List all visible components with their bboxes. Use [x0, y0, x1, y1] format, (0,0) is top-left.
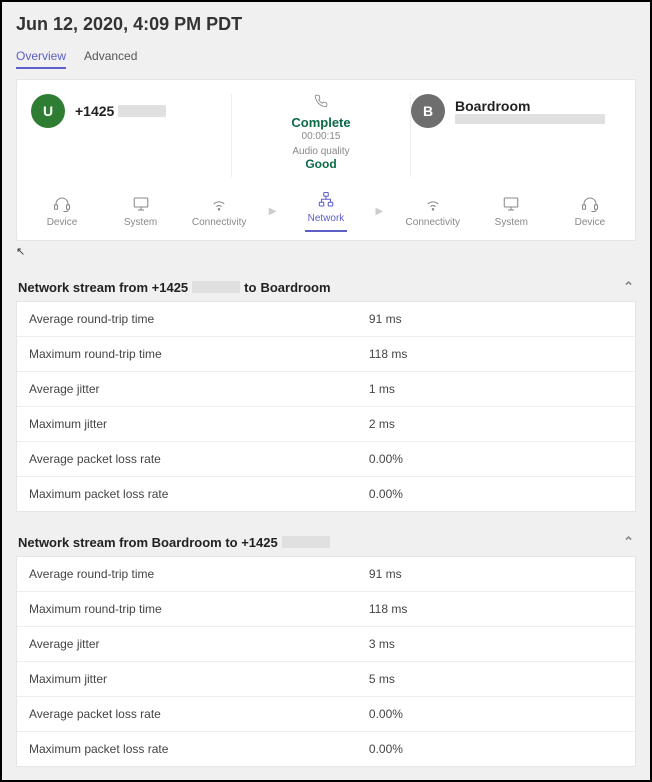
metric-label: Average round-trip time	[17, 557, 357, 591]
redacted-number	[118, 105, 166, 117]
metric-value: 3 ms	[357, 627, 635, 661]
table-row: Average packet loss rate0.00%	[17, 697, 635, 732]
table-row: Maximum jitter2 ms	[17, 407, 635, 442]
table-row: Maximum round-trip time118 ms	[17, 337, 635, 372]
call-duration: 00:00:15	[242, 131, 400, 142]
hop-system-right[interactable]: System	[482, 195, 540, 228]
metric-value: 91 ms	[357, 302, 635, 336]
arrow-right-icon: ▶	[376, 206, 384, 217]
caller-name: +1425	[75, 103, 166, 119]
metric-value: 0.00%	[357, 442, 635, 476]
table-row: Maximum jitter5 ms	[17, 662, 635, 697]
metric-label: Maximum packet loss rate	[17, 732, 357, 766]
hop-label: System	[124, 217, 157, 228]
hop-row: Device System Connectivity ▶ Network ▶ C…	[31, 191, 621, 232]
tab-advanced[interactable]: Advanced	[84, 49, 137, 69]
network-icon	[315, 191, 337, 209]
hop-connectivity-left[interactable]: Connectivity	[190, 195, 248, 228]
metric-value: 5 ms	[357, 662, 635, 696]
metric-value: 118 ms	[357, 337, 635, 371]
metric-label: Average packet loss rate	[17, 442, 357, 476]
hop-label: Device	[575, 217, 606, 228]
metric-value: 118 ms	[357, 592, 635, 626]
stream1-title-mid: to	[244, 280, 256, 295]
stream1-table: Average round-trip time91 ms Maximum rou…	[16, 301, 636, 512]
metric-label: Maximum jitter	[17, 662, 357, 696]
hop-device-left[interactable]: Device	[33, 195, 91, 228]
metric-label: Average packet loss rate	[17, 697, 357, 731]
cursor-icon: ↖	[16, 245, 25, 258]
table-row: Maximum packet loss rate0.00%	[17, 732, 635, 766]
hop-connectivity-right[interactable]: Connectivity	[404, 195, 462, 228]
redacted-number	[192, 281, 240, 293]
monitor-icon	[130, 195, 152, 213]
table-row: Average jitter3 ms	[17, 627, 635, 662]
hop-system-left[interactable]: System	[112, 195, 170, 228]
metric-value: 0.00%	[357, 697, 635, 731]
audio-quality-value: Good	[242, 157, 400, 171]
caller-avatar: U	[31, 94, 65, 128]
hop-label: Connectivity	[406, 217, 460, 228]
metric-label: Maximum round-trip time	[17, 592, 357, 626]
wifi-icon	[422, 195, 444, 213]
hop-device-right[interactable]: Device	[561, 195, 619, 228]
page-title: Jun 12, 2020, 4:09 PM PDT	[16, 14, 636, 35]
stream1-title-prefix: Network stream from +1425	[18, 280, 188, 295]
metric-value: 0.00%	[357, 732, 635, 766]
call-summary-card: U +1425 Complete 00:00:15 Audio quality …	[16, 79, 636, 241]
table-row: Average round-trip time91 ms	[17, 557, 635, 592]
table-row: Average round-trip time91 ms	[17, 302, 635, 337]
callee-avatar: B	[411, 94, 445, 128]
call-status: Complete 00:00:15 Audio quality Good	[231, 94, 411, 177]
chevron-up-icon[interactable]: ⌃	[623, 279, 634, 295]
tabs: Overview Advanced	[16, 49, 636, 69]
metric-label: Maximum round-trip time	[17, 337, 357, 371]
headset-icon	[51, 195, 73, 213]
hop-label: Device	[47, 217, 78, 228]
caller-name-prefix: +1425	[75, 103, 114, 119]
table-row: Average packet loss rate0.00%	[17, 442, 635, 477]
metric-value: 2 ms	[357, 407, 635, 441]
metric-value: 1 ms	[357, 372, 635, 406]
monitor-icon	[500, 195, 522, 213]
hop-label: System	[495, 217, 528, 228]
stream2-table: Average round-trip time91 ms Maximum rou…	[16, 556, 636, 767]
table-row: Average jitter1 ms	[17, 372, 635, 407]
metric-value: 0.00%	[357, 477, 635, 511]
headset-icon	[579, 195, 601, 213]
table-row: Maximum round-trip time118 ms	[17, 592, 635, 627]
redacted-email	[455, 114, 605, 124]
hop-network[interactable]: Network	[297, 191, 355, 232]
hop-label: Connectivity	[192, 217, 246, 228]
arrow-right-icon: ▶	[269, 206, 277, 217]
audio-quality-label: Audio quality	[242, 146, 400, 157]
stream2-header[interactable]: Network stream from Boardroom to +1425 ⌃	[16, 534, 636, 550]
redacted-number	[282, 536, 330, 548]
metric-label: Maximum jitter	[17, 407, 357, 441]
hop-label: Network	[308, 213, 345, 224]
stream1-title-end: Boardroom	[260, 280, 330, 295]
metric-label: Average jitter	[17, 372, 357, 406]
tab-overview[interactable]: Overview	[16, 49, 66, 69]
metric-label: Average round-trip time	[17, 302, 357, 336]
stream2-title-prefix: Network stream from Boardroom to +1425	[18, 535, 278, 550]
caller-party: U +1425	[31, 94, 231, 128]
metric-label: Average jitter	[17, 627, 357, 661]
callee-sub	[455, 114, 605, 125]
callee-name: Boardroom	[455, 98, 605, 114]
wifi-icon	[208, 195, 230, 213]
status-complete: Complete	[242, 115, 400, 130]
phone-icon	[314, 94, 328, 108]
chevron-up-icon[interactable]: ⌃	[623, 534, 634, 550]
table-row: Maximum packet loss rate0.00%	[17, 477, 635, 511]
stream1-header[interactable]: Network stream from +1425 to Boardroom ⌃	[16, 279, 636, 295]
metric-label: Maximum packet loss rate	[17, 477, 357, 511]
metric-value: 91 ms	[357, 557, 635, 591]
callee-party: B Boardroom	[411, 94, 621, 128]
